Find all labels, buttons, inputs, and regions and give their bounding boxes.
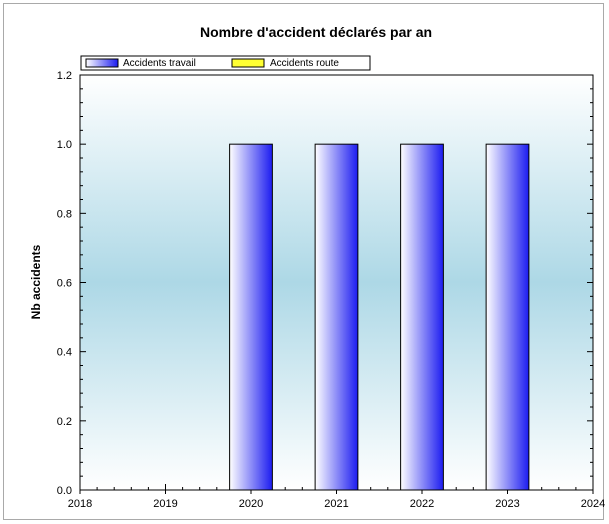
legend-swatch-accidents-route [231,58,265,68]
y-tick-label: 1.2 [57,70,72,82]
bar-accidents-travail-2020 [229,143,273,491]
y-tick-label: 0.2 [57,416,72,428]
y-tick-label: 0.8 [57,208,72,220]
legend-box [80,55,371,71]
y-tick-label: 1.0 [57,139,72,151]
chart-title: Nombre d'accident déclarés par an [200,24,432,40]
x-tick-label: 2022 [410,498,434,510]
x-tick-label: 2018 [68,498,92,510]
x-tick-label: 2020 [239,498,263,510]
x-tick-label: 2021 [324,498,348,510]
legend: Accidents travail Accidents route [80,55,371,71]
x-tick-label: 2024 [581,498,605,510]
bar-accidents-travail-2023 [485,143,530,491]
bar-accidents-travail-2022 [400,143,444,491]
y-axis-label: Nb accidents [29,244,43,319]
y-axis-ticks: 0.0 0.2 0.4 0.6 0.8 1.0 1.2 [57,70,593,497]
legend-label-accidents-route: Accidents route [270,58,339,69]
x-tick-label: 2023 [495,498,519,510]
y-tick-label: 0.0 [57,485,72,497]
legend-swatch-accidents-travail [85,58,119,68]
y-tick-label: 0.6 [57,278,72,290]
x-tick-label: 2019 [153,498,177,510]
bars [229,143,530,491]
y-tick-label: 0.4 [57,347,72,359]
bar-accidents-travail-2021 [314,143,359,491]
legend-label-accidents-travail: Accidents travail [123,58,196,69]
